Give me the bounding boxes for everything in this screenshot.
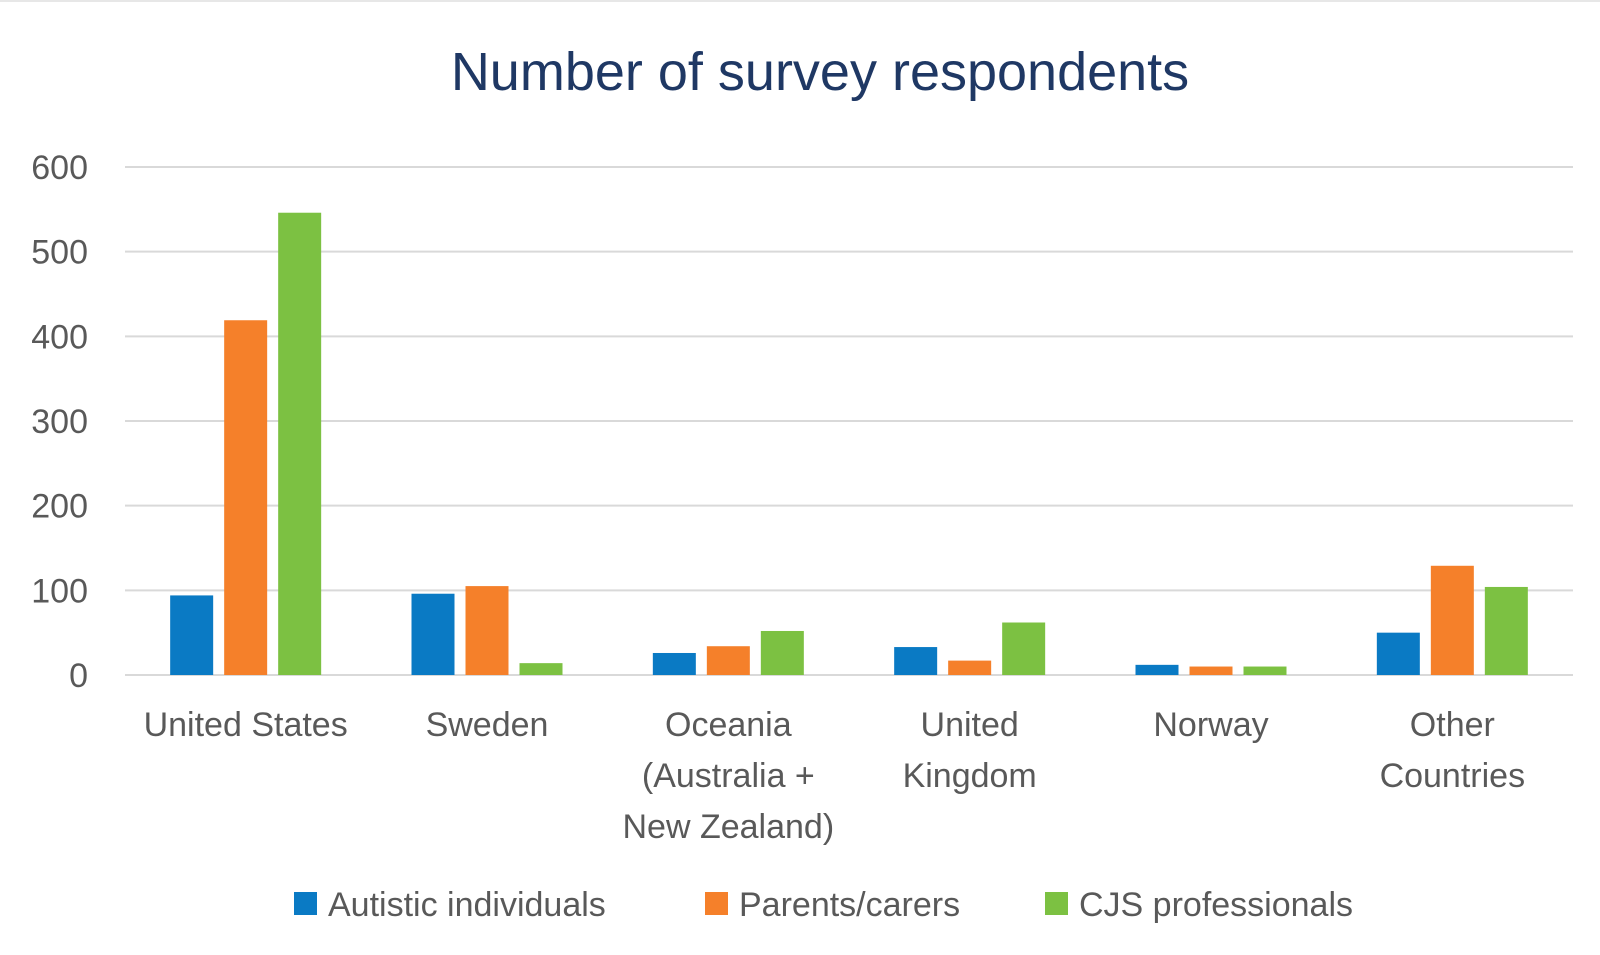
y-tick-label: 100 (31, 572, 88, 610)
bar-cjs-professionals-0 (278, 212, 322, 675)
grid-lines (125, 166, 1573, 676)
y-tick-label: 400 (31, 318, 88, 356)
legend-swatch (294, 892, 317, 915)
legend-swatch (705, 892, 728, 915)
bar-parents-carers-3 (948, 660, 992, 675)
legend: Autistic individuals Parents/carers CJS pr… (294, 886, 1353, 924)
bar-cjs-professionals-4 (1243, 666, 1287, 675)
bar-parents-carers-4 (1189, 666, 1233, 675)
legend-label: Autistic individuals (328, 886, 606, 924)
y-tick-label: 300 (31, 403, 88, 441)
y-tick-label: 500 (31, 234, 88, 272)
bar-parents-carers-1 (465, 586, 509, 675)
bar-cjs-professionals-3 (1002, 622, 1046, 675)
y-axis-tick-labels: 0 100 200 300 400 500 600 (31, 149, 88, 695)
bar-parents-carers-2 (706, 646, 750, 675)
top-rule (0, 0, 1600, 2)
bar-autistic-individuals-3 (894, 647, 938, 675)
chart-title: Number of survey respondents (451, 42, 1189, 102)
legend-label: Parents/carers (739, 886, 960, 924)
bar-autistic-individuals-0 (170, 595, 214, 675)
x-category-label: United States (144, 706, 348, 744)
x-category-label: Other Countries (1380, 706, 1526, 795)
y-tick-label: 600 (31, 149, 88, 187)
x-axis-category-labels: United States Sweden Oceania (Australia + Ne… (144, 706, 1525, 846)
bars (170, 212, 1528, 675)
x-category-label: Norway (1153, 706, 1268, 744)
bar-cjs-professionals-2 (760, 630, 804, 675)
bar-autistic-individuals-5 (1376, 632, 1420, 675)
bar-parents-carers-0 (224, 320, 268, 675)
x-category-label: United Kingdom (903, 706, 1037, 795)
legend-label: CJS professionals (1079, 886, 1353, 924)
y-tick-label: 200 (31, 488, 88, 526)
bar-autistic-individuals-1 (411, 593, 455, 675)
bar-parents-carers-5 (1430, 565, 1474, 675)
legend-swatch (1045, 892, 1068, 915)
bar-autistic-individuals-2 (652, 652, 696, 675)
bar-cjs-professionals-5 (1484, 586, 1528, 675)
bar-autistic-individuals-4 (1135, 664, 1179, 675)
y-tick-label: 0 (69, 657, 88, 695)
x-category-label: Sweden (426, 706, 549, 744)
bar-cjs-professionals-1 (519, 663, 563, 675)
x-category-label: Oceania (Australia + New Zealand) (623, 706, 835, 846)
